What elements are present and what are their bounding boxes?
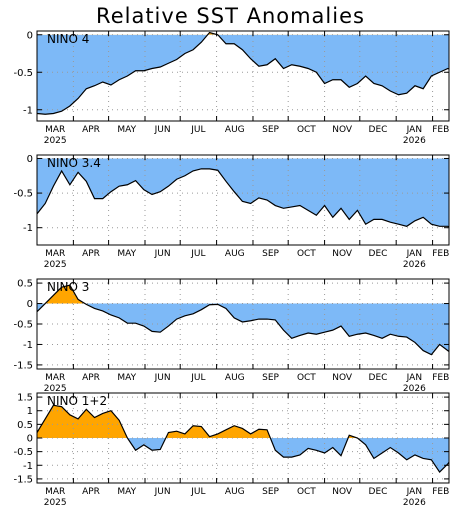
x-tick-label: OCT <box>297 125 316 135</box>
y-tick-label: 0.5 <box>17 420 33 431</box>
x-tick-label: MAR <box>45 249 65 259</box>
x-tick-label: DEC <box>369 249 388 259</box>
y-tick-label: -1 <box>23 223 33 234</box>
x-tick-label: DEC <box>369 125 388 135</box>
x-tick-label: OCT <box>297 249 316 259</box>
x-tick-label: JUN <box>154 249 171 259</box>
y-tick-label: -0.5 <box>13 189 33 200</box>
chart-title: Relative SST Anomalies <box>96 4 365 28</box>
x-tick-label: SEP <box>262 373 279 383</box>
y-tick-label: 0 <box>27 299 33 310</box>
x-tick-label: FEB <box>432 487 449 497</box>
x-tick-label: MAY <box>117 125 136 135</box>
x-tick-label: JAN <box>406 373 422 383</box>
y-tick-label: 0 <box>27 30 33 41</box>
negative-area <box>37 303 449 355</box>
series-line <box>37 168 449 228</box>
x-tick-label: NOV <box>332 487 353 497</box>
x-tick-label: SEP <box>262 125 279 135</box>
y-tick-label: -1 <box>23 461 33 472</box>
panel-1: 0 -0.5 -1 MAR APR MAY JUN JUL AUG SEP OCT NOV DEC JAN… <box>13 154 450 270</box>
x-tick-label: JUL <box>190 125 205 135</box>
negative-area <box>37 34 449 115</box>
y-tick-label: 0 <box>27 154 33 165</box>
x-tick-label: APR <box>82 125 100 135</box>
x-tick-label: AUG <box>225 487 245 497</box>
y-tick-label: -0.5 <box>13 68 33 79</box>
x-tick-label: JUL <box>190 373 205 383</box>
x-tick-label: FEB <box>432 125 449 135</box>
positive-area <box>37 285 449 304</box>
x-tick-label: JUN <box>154 125 171 135</box>
year-label: 2026 <box>403 384 426 394</box>
x-tick-label: AUG <box>225 125 245 135</box>
y-tick-label: 1.5 <box>17 393 33 404</box>
series-line <box>37 404 449 474</box>
y-tick-label: -0.5 <box>13 447 33 458</box>
x-tick-label: APR <box>82 487 100 497</box>
panel-frame <box>36 30 450 122</box>
x-tick-label: FEB <box>432 249 449 259</box>
panel-0: 0 -0.5 -1 MAR APR MAY JUN JUL AUG SEP OCT NOV DEC JAN… <box>13 30 450 146</box>
panel-label: NINO 4 <box>47 32 89 46</box>
x-tick-label: FEB <box>432 373 449 383</box>
x-tick-label: MAY <box>117 487 136 497</box>
y-tick-label: -1 <box>23 340 33 351</box>
y-tick-label: -1 <box>23 105 33 116</box>
x-tick-label: SEP <box>262 249 279 259</box>
x-tick-label: MAR <box>45 125 65 135</box>
panel-frame <box>36 154 450 246</box>
x-tick-label: NOV <box>332 125 353 135</box>
x-tick-label: JAN <box>406 487 422 497</box>
y-tick-label: 1 <box>27 406 33 417</box>
x-tick-label: AUG <box>225 373 245 383</box>
x-tick-label: NOV <box>332 249 353 259</box>
y-tick-label: -1.5 <box>13 360 33 371</box>
panel-label: NINO 3.4 <box>47 156 101 170</box>
series-line <box>37 31 449 115</box>
x-tick-label: MAR <box>45 487 65 497</box>
panel-label: NINO 3 <box>47 280 89 294</box>
x-tick-label: NOV <box>332 373 353 383</box>
x-tick-label: JAN <box>406 249 422 259</box>
x-tick-label: JUL <box>190 487 205 497</box>
x-tick-label: APR <box>82 373 100 383</box>
panel-label: NINO 1+2 <box>47 394 107 408</box>
x-tick-label: JAN <box>406 125 422 135</box>
x-tick-label: OCT <box>297 487 316 497</box>
y-tick-label: 0 <box>27 434 33 445</box>
x-tick-label: OCT <box>297 373 316 383</box>
year-label: 2026 <box>403 260 426 270</box>
x-tick-label: JUN <box>154 373 171 383</box>
x-tick-label: DEC <box>369 373 388 383</box>
x-tick-label: APR <box>82 249 100 259</box>
year-label: 2025 <box>44 260 67 270</box>
x-tick-label: MAY <box>117 249 136 259</box>
year-label: 2025 <box>44 384 67 394</box>
y-tick-label: -0.5 <box>13 320 33 331</box>
panel-3: 1.5 1 0.5 0 -0.5 -1 -1.5 MAR APR MAY JUN JUL AUG SEP O… <box>13 392 450 508</box>
x-tick-label: SEP <box>262 487 279 497</box>
x-tick-label: JUN <box>154 487 171 497</box>
x-tick-label: DEC <box>369 487 388 497</box>
x-tick-label: JUL <box>190 249 205 259</box>
year-label: 2026 <box>403 136 426 146</box>
negative-area <box>37 438 449 473</box>
x-tick-label: MAR <box>45 373 65 383</box>
y-tick-label: 0.5 <box>17 279 33 290</box>
y-tick-label: -1.5 <box>13 474 33 485</box>
series-line <box>37 284 449 356</box>
x-tick-label: AUG <box>225 249 245 259</box>
x-tick-label: MAY <box>117 373 136 383</box>
year-label: 2025 <box>44 136 67 146</box>
panel-2: 0.5 0 -0.5 -1 -1.5 MAR APR MAY JUN JUL AUG SEP OCT NO… <box>13 278 450 394</box>
year-label: 2025 <box>44 498 67 508</box>
year-label: 2026 <box>403 498 426 508</box>
